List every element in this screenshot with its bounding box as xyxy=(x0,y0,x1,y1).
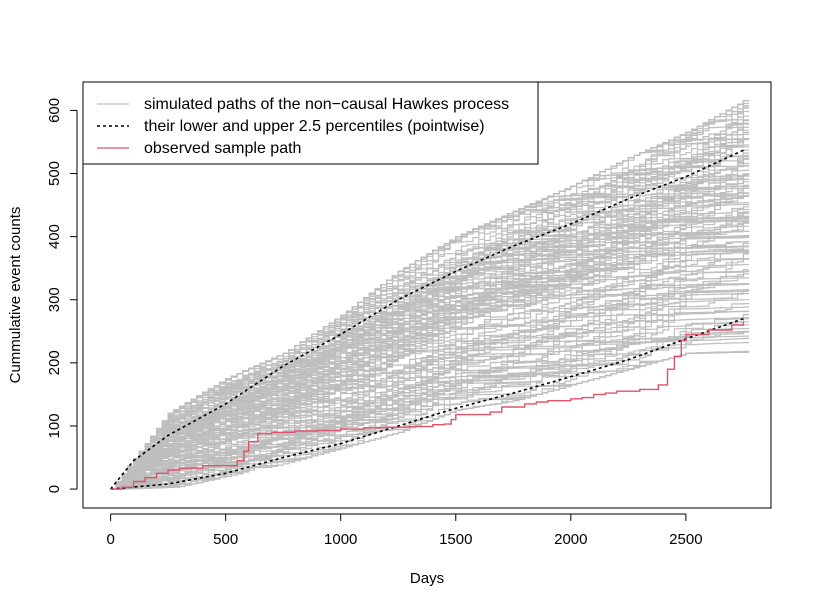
y-tick-label: 500 xyxy=(46,161,63,186)
simulated-path xyxy=(110,144,750,490)
legend-label: simulated paths of the non−causal Hawkes… xyxy=(144,96,509,113)
legend-label: observed sample path xyxy=(144,140,301,157)
y-tick-label: 400 xyxy=(46,224,63,249)
legend: simulated paths of the non−causal Hawkes… xyxy=(82,81,539,165)
legend-label: their lower and upper 2.5 percentiles (p… xyxy=(144,118,485,135)
x-tick-label: 500 xyxy=(213,531,238,548)
y-tick-label: 300 xyxy=(46,287,63,312)
simulated-path xyxy=(110,321,750,490)
simulated-paths-layer xyxy=(110,100,750,490)
y-tick-label: 100 xyxy=(46,413,63,438)
simulated-path xyxy=(110,342,750,490)
x-axis-title: Days xyxy=(410,570,444,587)
simulated-path xyxy=(110,186,750,490)
percentile-upper-line xyxy=(109,149,744,490)
observed-path-layer xyxy=(110,321,745,490)
simulated-path xyxy=(110,253,750,490)
x-axis: 0 500 1000 1500 2000 2500 xyxy=(106,513,703,548)
simulated-path xyxy=(110,149,750,490)
percentile-lines-layer xyxy=(109,149,744,490)
simulated-path xyxy=(110,158,750,490)
x-tick-label: 2500 xyxy=(669,531,702,548)
x-tick-label: 2000 xyxy=(554,531,587,548)
legend-box xyxy=(82,81,539,165)
simulated-path xyxy=(110,230,750,490)
simulated-path xyxy=(110,218,750,490)
simulated-path xyxy=(110,169,750,490)
y-axis: 0 100 200 300 400 500 600 xyxy=(46,98,78,493)
simulated-path xyxy=(110,126,750,490)
x-tick-label: 1500 xyxy=(439,531,472,548)
simulated-path xyxy=(110,310,750,490)
simulated-path xyxy=(110,351,750,490)
simulated-path xyxy=(110,310,750,490)
simulated-path xyxy=(110,158,750,490)
simulated-path xyxy=(110,211,750,490)
simulated-path xyxy=(110,270,750,490)
x-tick-label: 1000 xyxy=(324,531,357,548)
simulated-path xyxy=(110,318,750,490)
y-axis-title: Cummulative event counts xyxy=(7,207,24,384)
y-tick-label: 600 xyxy=(46,98,63,123)
percentile-lower-line xyxy=(110,317,744,490)
y-tick-label: 0 xyxy=(46,485,63,493)
simulated-path xyxy=(110,299,750,490)
observed-sample-path-line xyxy=(110,321,745,490)
simulated-path xyxy=(110,235,750,490)
x-tick-label: 0 xyxy=(106,531,114,548)
y-tick-label: 200 xyxy=(46,350,63,375)
simulated-path xyxy=(110,220,750,490)
simulated-path xyxy=(110,152,750,490)
